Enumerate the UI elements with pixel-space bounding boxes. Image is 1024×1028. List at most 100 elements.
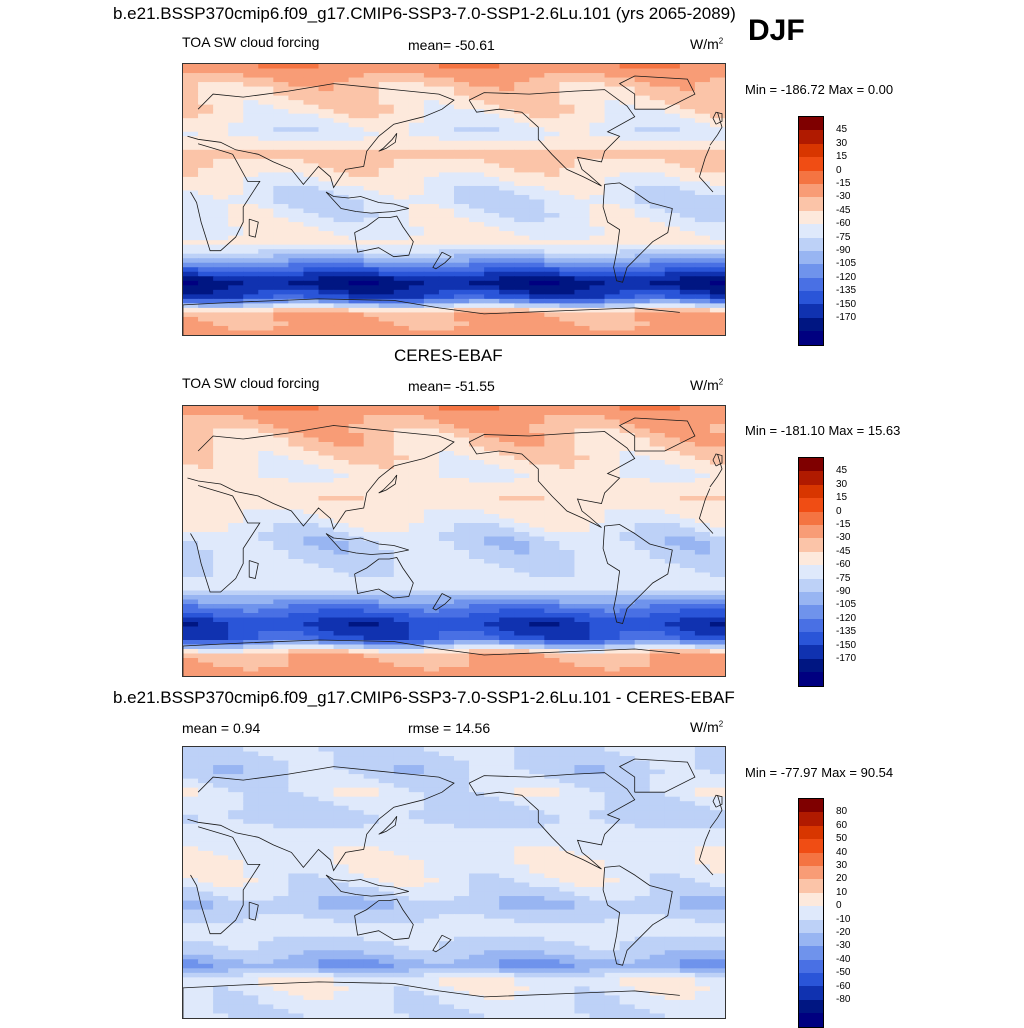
map-cell <box>710 73 725 78</box>
map-cell <box>695 640 711 645</box>
map-cell <box>258 537 274 542</box>
map-cell <box>258 308 274 313</box>
map-cell <box>544 231 560 236</box>
map-cell <box>454 424 470 429</box>
map-cell <box>424 483 440 488</box>
map-cell <box>710 514 725 519</box>
map-cell <box>349 465 365 470</box>
map-cell <box>605 747 621 752</box>
map-cell <box>650 577 666 582</box>
map-cell <box>514 537 530 542</box>
map-cell <box>213 663 229 668</box>
map-cell <box>665 577 681 582</box>
map-cell <box>228 141 244 146</box>
map-cell <box>499 290 515 295</box>
map-cell <box>484 586 500 591</box>
map-cell <box>334 555 350 560</box>
map-cell <box>439 415 455 420</box>
map-cell <box>484 783 500 788</box>
map-cell <box>635 429 651 434</box>
map-cell <box>574 299 590 304</box>
map-cell <box>258 317 274 322</box>
map-cell <box>439 303 455 308</box>
map-cell <box>710 460 725 465</box>
map-cell <box>243 159 259 164</box>
map-cell <box>710 663 725 668</box>
map-cell <box>319 145 335 150</box>
map-cell <box>303 756 319 761</box>
map-cell <box>695 118 711 123</box>
map-cell <box>590 510 606 515</box>
map-cell <box>198 667 214 672</box>
map-cell <box>198 258 214 263</box>
map-cell <box>273 541 289 546</box>
map-cell <box>469 204 485 209</box>
map-cell <box>710 658 725 663</box>
colorbar-swatch <box>799 238 823 251</box>
map-cell <box>710 181 725 186</box>
map-cell <box>288 801 304 806</box>
map-cell <box>680 797 696 802</box>
map-cell <box>559 141 575 146</box>
map-cell <box>695 523 711 528</box>
map-cell <box>574 546 590 551</box>
map-cell <box>605 519 621 524</box>
map-cell <box>605 654 621 659</box>
map-cell <box>454 317 470 322</box>
map-cell <box>303 792 319 797</box>
map-cell <box>409 474 425 479</box>
map-cell <box>303 159 319 164</box>
map-cell <box>484 523 500 528</box>
map-cell <box>650 555 666 560</box>
map-cell <box>484 438 500 443</box>
map-cell <box>303 317 319 322</box>
map-cell <box>469 487 485 492</box>
map-cell <box>605 78 621 83</box>
map-cell <box>424 496 440 501</box>
map-cell <box>544 573 560 578</box>
map-cell <box>454 123 470 128</box>
map-cell <box>590 186 606 191</box>
map-cell <box>198 290 214 295</box>
map-cell <box>364 765 380 770</box>
map-cell <box>424 663 440 668</box>
map-cell <box>710 321 725 326</box>
map-cell <box>514 442 530 447</box>
map-cell <box>364 600 380 605</box>
map-cell <box>364 779 380 784</box>
map-cell <box>364 783 380 788</box>
map-cell <box>394 456 410 461</box>
map-cell <box>198 514 214 519</box>
map-cell <box>454 236 470 241</box>
map-cell <box>544 69 560 74</box>
map-cell <box>695 654 711 659</box>
map-cell <box>319 258 335 263</box>
map-cell <box>213 87 229 92</box>
map-cell <box>228 415 244 420</box>
map-cell <box>635 281 651 286</box>
map-cell <box>605 783 621 788</box>
map-cell <box>544 577 560 582</box>
map-cell <box>559 249 575 254</box>
map-cell <box>514 636 530 641</box>
map-cell <box>183 559 199 564</box>
map-cell <box>288 127 304 132</box>
map-cell <box>710 177 725 182</box>
map-cell <box>379 222 395 227</box>
map-cell <box>544 312 560 317</box>
map-cell <box>273 141 289 146</box>
map-cell <box>499 559 515 564</box>
map-cell <box>273 218 289 223</box>
map-cell <box>695 218 711 223</box>
map-cell <box>349 254 365 259</box>
map-cell <box>620 249 636 254</box>
panel-2-units: W/m2 <box>690 377 723 393</box>
map-cell <box>228 451 244 456</box>
map-cell <box>424 294 440 299</box>
map-cell <box>183 510 199 515</box>
map-cell <box>349 613 365 618</box>
map-cell <box>198 195 214 200</box>
map-cell <box>349 532 365 537</box>
map-cell <box>303 254 319 259</box>
map-cell <box>680 672 696 677</box>
